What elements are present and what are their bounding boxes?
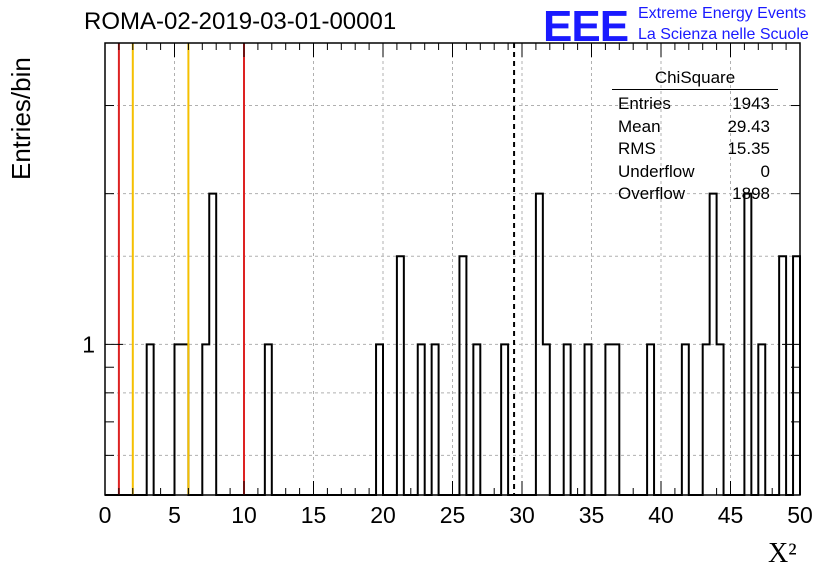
stats-value: 1943 bbox=[732, 94, 770, 113]
grid-lines bbox=[105, 43, 800, 495]
stats-label: RMS bbox=[618, 139, 656, 158]
stats-title: ChiSquare bbox=[612, 67, 778, 90]
x-tick-label: 15 bbox=[301, 502, 327, 528]
stats-row: Entries 1943 bbox=[612, 93, 778, 116]
stats-row: Underflow 0 bbox=[612, 161, 778, 184]
stats-row: Mean 29.43 bbox=[612, 116, 778, 139]
y-tick-label: 1 bbox=[82, 331, 95, 357]
chart-title: ROMA-02-2019-03-01-00001 bbox=[84, 8, 397, 35]
stats-label: Entries bbox=[618, 94, 671, 113]
stats-label: Underflow bbox=[618, 161, 695, 181]
x-tick-label: 10 bbox=[231, 502, 257, 528]
eee-logo: EEE bbox=[543, 2, 629, 51]
y-axis-label: Entries/bin bbox=[6, 57, 36, 180]
x-tick-label: 20 bbox=[370, 502, 396, 528]
stats-value: 1898 bbox=[732, 184, 770, 203]
stats-box: ChiSquare Entries 1943 Mean 29.43 RMS 15.35 Un… bbox=[612, 67, 778, 206]
axis-ticks: 0 5 10 15 20 25 30 35 40 45 50 1 bbox=[82, 43, 813, 528]
logo-caption: Extreme Energy Events La Scienza nelle S… bbox=[638, 3, 809, 45]
stats-value: 15.35 bbox=[727, 139, 770, 158]
x-tick-label: 40 bbox=[648, 502, 674, 528]
x-tick-label: 35 bbox=[579, 502, 605, 528]
logo-line1: Extreme Energy Events bbox=[638, 5, 807, 22]
stats-row: RMS 15.35 bbox=[612, 138, 778, 161]
reference-lines bbox=[117, 43, 516, 495]
stats-value: 0 bbox=[760, 161, 770, 181]
x-tick-label: 25 bbox=[440, 502, 466, 528]
x-tick-label: 0 bbox=[99, 502, 112, 528]
x-tick-label: 45 bbox=[718, 502, 744, 528]
stats-label: Mean bbox=[618, 116, 661, 136]
x-axis-label: X² bbox=[768, 538, 797, 569]
x-tick-label: 5 bbox=[168, 502, 181, 528]
stats-label: Overflow bbox=[618, 184, 686, 203]
logo-line2: La Scienza nelle Scuole bbox=[638, 26, 809, 43]
x-tick-label: 50 bbox=[787, 502, 813, 528]
stats-value: 29.43 bbox=[727, 116, 770, 136]
x-tick-label: 30 bbox=[509, 502, 535, 528]
stats-row: Overflow 1898 bbox=[612, 183, 778, 206]
